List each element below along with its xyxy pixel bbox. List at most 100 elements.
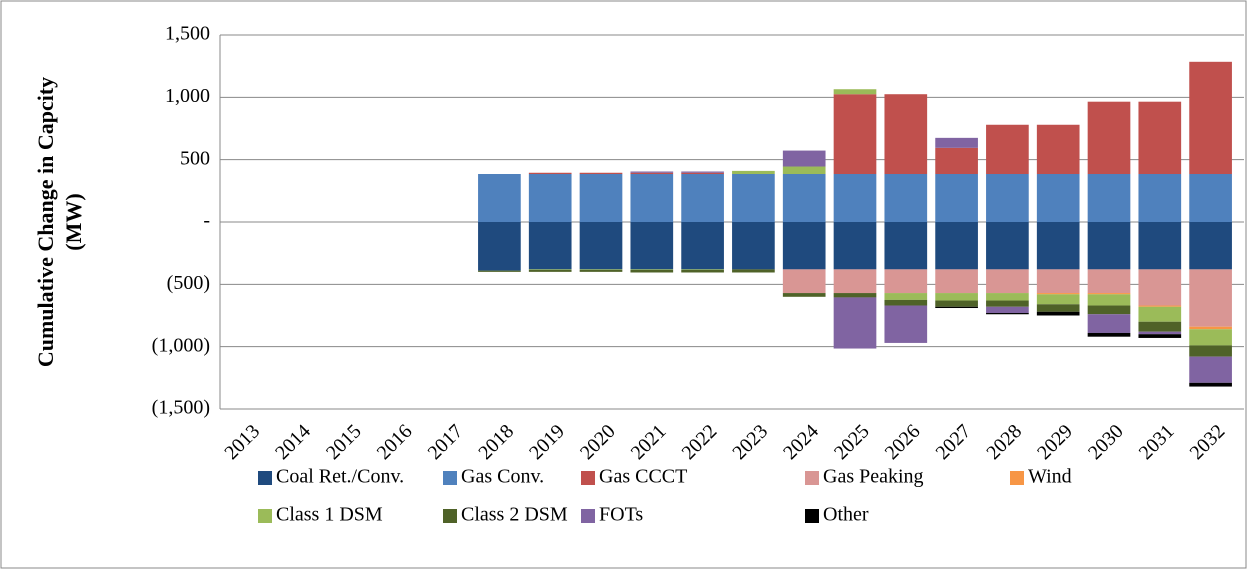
- bar-segment: [986, 124, 1029, 175]
- bar-segment: [528, 172, 572, 175]
- legend-label: Gas Conv.: [461, 466, 544, 488]
- legend-label: Gas CCCT: [599, 466, 687, 488]
- bar-segment: [681, 269, 724, 273]
- bar-segment: [782, 293, 826, 297]
- bar-segment: [833, 89, 877, 95]
- bar-segment: [833, 293, 877, 298]
- bar-segment: [1087, 332, 1131, 337]
- bar-segment: [1087, 314, 1131, 333]
- bar-segment: [1189, 174, 1232, 222]
- bar-segment: [1189, 345, 1232, 357]
- legend-label: Wind: [1028, 466, 1072, 488]
- bar-segment: [1087, 269, 1131, 294]
- bar-segment: [681, 174, 724, 222]
- legend-swatch: [258, 471, 272, 485]
- bar-segment: [630, 172, 674, 175]
- bar-segment: [884, 174, 928, 222]
- bar-segment: [833, 297, 877, 349]
- bar-segment: [935, 137, 978, 148]
- bar-segment: [884, 222, 928, 270]
- bar-segment: [782, 166, 826, 175]
- y-tick-label: (1,000): [152, 334, 210, 356]
- bar-segment: [1138, 222, 1182, 270]
- bar-segment: [884, 299, 928, 306]
- bar-segment: [528, 269, 572, 270]
- bar-segment: [782, 269, 826, 294]
- bar-segment: [732, 269, 775, 273]
- bar-segment: [579, 222, 623, 270]
- legend-swatch: [805, 509, 819, 523]
- bar-segment: [884, 305, 928, 343]
- y-tick-label: (1,500): [152, 397, 210, 419]
- y-axis-title: Cumulative Change in Capcity: [33, 77, 58, 367]
- bar-segment: [579, 269, 623, 270]
- bar-segment: [782, 222, 826, 270]
- bar-segment: [732, 174, 775, 222]
- bar-segment: [528, 222, 572, 270]
- bar-segment: [1036, 269, 1080, 294]
- bar-segment: [1036, 293, 1080, 295]
- bar-segment: [630, 269, 674, 270]
- bar-segment: [935, 293, 978, 301]
- bar-segment: [884, 269, 928, 294]
- bar-segment: [1087, 101, 1131, 175]
- bar-segment: [630, 269, 674, 273]
- bar-segment: [884, 293, 928, 300]
- bar-segment: [681, 222, 724, 270]
- legend-swatch: [443, 509, 457, 523]
- bar-segment: [1138, 269, 1182, 306]
- y-tick-label: -: [203, 210, 210, 232]
- bar-segment: [681, 269, 724, 270]
- bar-segment: [1189, 382, 1232, 387]
- bar-segment: [1138, 331, 1182, 335]
- bar-segment: [1189, 61, 1232, 175]
- bar-segment: [1138, 321, 1182, 332]
- legend-label: Coal Ret./Conv.: [276, 466, 404, 488]
- bar-segment: [528, 269, 572, 272]
- bar-segment: [1189, 326, 1232, 330]
- legend-label: Gas Peaking: [823, 466, 924, 488]
- bar-segment: [833, 94, 877, 175]
- bar-segment: [986, 222, 1029, 270]
- bar-segment: [884, 94, 928, 175]
- legend-swatch: [581, 471, 595, 485]
- bar-segment: [782, 150, 826, 167]
- bar-segment: [935, 174, 978, 222]
- legend-swatch: [805, 471, 819, 485]
- bar-segment: [782, 174, 826, 222]
- bar-segment: [1087, 305, 1131, 315]
- legend-label: Other: [823, 504, 869, 526]
- bar-segment: [528, 174, 572, 222]
- bar-segment: [833, 269, 877, 294]
- bar-segment: [1087, 293, 1131, 295]
- y-tick-label: (500): [167, 272, 210, 294]
- bar-segment: [681, 171, 724, 173]
- bar-segment: [1138, 101, 1182, 175]
- bar-segment: [935, 222, 978, 270]
- bar-segment: [1036, 294, 1080, 305]
- bar-segment: [986, 313, 1029, 315]
- y-tick-label: 1,500: [165, 23, 210, 45]
- bar-segment: [1189, 356, 1232, 383]
- bar-segment: [986, 306, 1029, 314]
- bar-segment: [1189, 269, 1232, 327]
- bar-segment: [986, 300, 1029, 307]
- bar-segment: [732, 222, 775, 270]
- bar-segment: [681, 172, 724, 175]
- bar-segment: [478, 270, 521, 272]
- legend-swatch: [443, 471, 457, 485]
- bar-segment: [478, 222, 521, 271]
- bar-segment: [732, 170, 775, 175]
- legend-swatch: [258, 509, 272, 523]
- bar-segment: [1087, 222, 1131, 270]
- legend-label: Class 1 DSM: [276, 504, 383, 526]
- bar-segment: [579, 174, 623, 222]
- bar-segment: [1189, 222, 1232, 270]
- bar-segment: [1036, 311, 1080, 316]
- bar-segment: [1087, 294, 1131, 306]
- bar-segment: [1087, 174, 1131, 222]
- bar-segment: [1138, 305, 1182, 307]
- bar-segment: [935, 269, 978, 294]
- bar-segment: [630, 222, 674, 270]
